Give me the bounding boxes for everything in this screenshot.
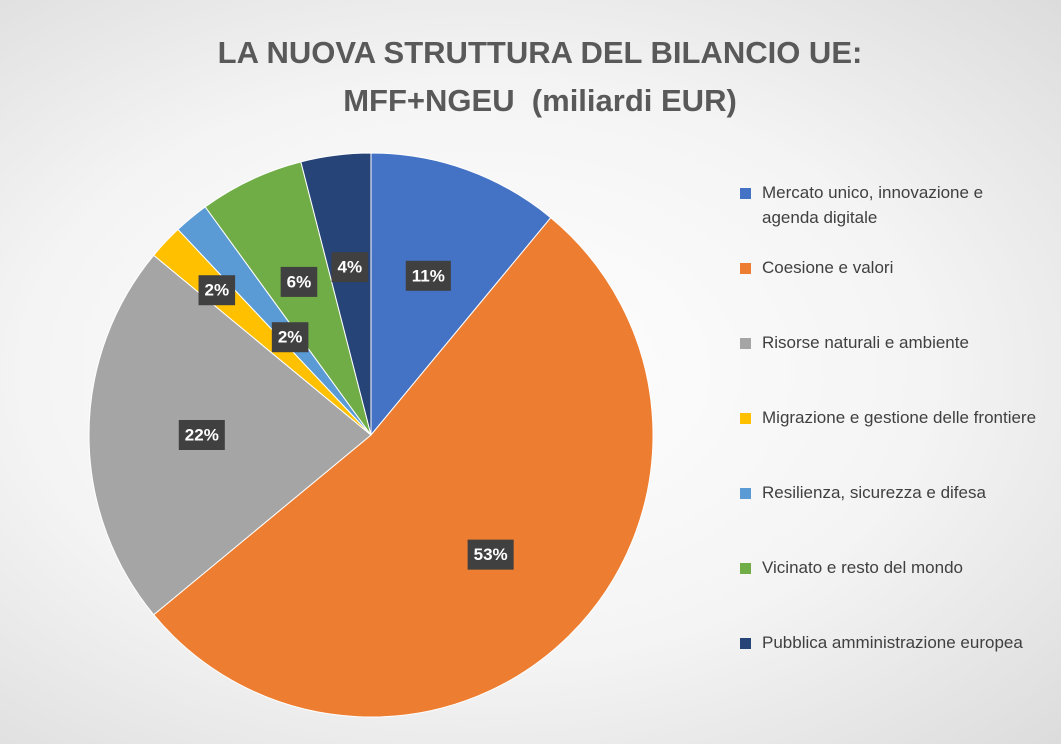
legend-item: Coesione e valori [740,255,1040,330]
pie-slice [153,217,654,718]
legend-item: Vicinato e resto del mondo [740,555,1040,630]
legend-swatch [740,263,751,274]
legend-item: Migrazione e gestione delle frontiere [740,405,1040,480]
legend-label: Coesione e valori [762,258,894,277]
data-label: 2% [271,322,309,353]
data-label: 11% [405,260,451,291]
legend-item: Mercato unico, innovazione e agenda digi… [740,180,1040,255]
data-label-box [405,260,451,291]
chart-title: LA NUOVA STRUTTURA DEL BILANCIO UE: [218,35,863,70]
legend-item: Pubblica amministrazione europea [740,630,1040,705]
legend: Mercato unico, innovazione e agenda digi… [740,180,1040,705]
legend-label: Vicinato e resto del mondo [762,558,963,577]
data-label-text: 53% [474,545,508,564]
data-label-box [280,266,318,297]
legend-label: Mercato unico, innovazione e agenda digi… [762,183,984,227]
legend-label: Pubblica amministrazione europea [762,633,1023,652]
data-label: 2% [198,275,236,306]
data-label-box [331,252,369,283]
legend-item: Resilienza, sicurezza e difesa [740,480,1040,555]
data-label: 22% [178,420,225,450]
data-label-text: 2% [278,328,303,347]
legend-swatch [740,413,751,424]
data-label-box [178,420,225,450]
pie-slice [88,254,372,616]
data-label-text: 6% [287,272,312,291]
legend-swatch [740,488,751,499]
data-label: 6% [280,266,318,297]
legend-label: Resilienza, sicurezza e difesa [762,483,986,502]
data-label-box [271,322,309,353]
legend-swatch [740,338,751,349]
legend-swatch [740,563,751,574]
legend-label: Risorse naturali e ambiente [762,333,969,352]
pie-slice [370,152,552,437]
data-label-box [467,539,514,570]
data-label-text: 4% [338,258,363,277]
legend-item: Risorse naturali e ambiente [740,330,1040,405]
data-label-text: 2% [205,281,230,300]
data-label: 4% [331,252,369,283]
legend-swatch [740,188,751,199]
data-label-box [198,275,236,306]
pie-slice [300,152,372,436]
data-label-text: 11% [412,266,445,285]
chart-title: MFF+NGEU (miliardi EUR) [343,83,737,118]
data-label-text: 22% [185,425,219,444]
legend-swatch [740,638,751,649]
data-label: 53% [467,539,514,570]
legend-label: Migrazione e gestione delle frontiere [762,408,1037,427]
